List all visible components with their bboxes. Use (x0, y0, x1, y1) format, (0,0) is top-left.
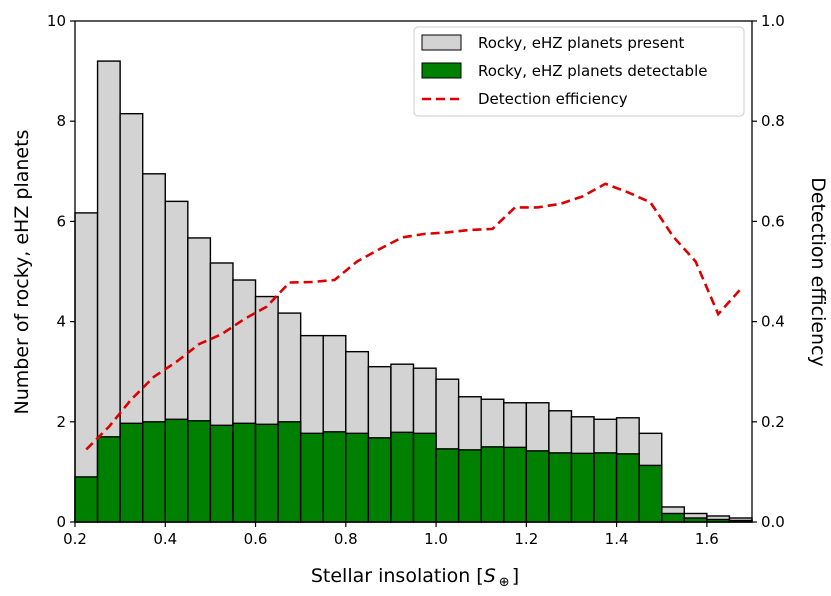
legend-label-efficiency: Detection efficiency (478, 90, 628, 108)
y-tick-label: 6 (56, 212, 66, 230)
legend-box (413, 26, 745, 117)
x-tick-label: 0.4 (153, 530, 177, 548)
y2-tick-label: 0.4 (761, 313, 785, 331)
legend-swatch-detectable (421, 62, 462, 79)
y2-tick-label: 0.8 (761, 112, 785, 130)
detectable-bar (345, 432, 370, 523)
detectable-bar (232, 422, 257, 523)
detection-efficiency-line (85, 182, 742, 451)
detectable-bar (661, 512, 686, 523)
detectable-bar (164, 418, 189, 523)
detectable-bar (367, 437, 392, 523)
detectable-bar (74, 476, 99, 523)
x-axis-ticks: 0.2 0.4 0.6 0.8 1.0 1.2 1.4 1.6 (63, 522, 719, 548)
detectable-bar (322, 431, 347, 523)
detectable-bar (277, 421, 302, 523)
detectable-bar (390, 431, 415, 523)
y-tick-label: 0 (56, 513, 66, 531)
y2-tick-label: 0.0 (761, 513, 785, 531)
detectable-bar (480, 446, 505, 523)
present-bar (74, 212, 99, 523)
legend: Rocky, eHZ planets present Rocky, eHZ pl… (413, 26, 745, 117)
y-tick-label: 10 (47, 12, 66, 30)
x-tick-label: 1.4 (605, 530, 629, 548)
detectable-bar (457, 449, 482, 523)
y2-tick-label: 1.0 (761, 12, 785, 30)
x-tick-label: 0.2 (63, 530, 87, 548)
detectable-bar (548, 452, 573, 523)
y2-axis-label: Detection efficiency (807, 177, 829, 367)
detectable-bar (525, 450, 550, 523)
legend-label-present: Rocky, eHZ planets present (478, 34, 685, 52)
detectable-bar (615, 453, 640, 523)
y-axis-ticks: 0 2 4 6 8 10 (47, 12, 75, 531)
y2-axis-ticks: 0.0 0.2 0.4 0.6 0.8 1.0 (752, 12, 785, 531)
detectable-bar (209, 424, 234, 523)
x-tick-label: 1.2 (514, 530, 538, 548)
detectable-bar (593, 452, 618, 523)
detectable-bar (299, 432, 324, 523)
y2-tick-label: 0.6 (761, 212, 785, 230)
y-axis-label: Number of rocky, eHZ planets (11, 130, 33, 415)
x-tick-label: 0.6 (244, 530, 268, 548)
bars-detectable (74, 418, 753, 523)
y-tick-label: 4 (56, 313, 66, 331)
detectable-bar (96, 436, 121, 523)
x-axis-label: Stellar insolation [S ⊕] (311, 565, 519, 590)
legend-swatch-present (421, 34, 462, 51)
detectable-bar (254, 423, 279, 523)
legend-label-detectable: Rocky, eHZ planets detectable (478, 62, 707, 80)
detectable-bar (119, 422, 144, 523)
plot-frame (74, 20, 753, 523)
x-tick-label: 1.6 (695, 530, 719, 548)
detectable-bar (435, 448, 460, 523)
x-tick-label: 0.8 (334, 530, 358, 548)
x-tick-label: 1.0 (424, 530, 448, 548)
y2-tick-label: 0.2 (761, 413, 785, 431)
y-tick-label: 2 (56, 413, 66, 431)
detectable-bar (503, 446, 528, 523)
detectable-bar (570, 452, 595, 523)
detectable-bar (638, 464, 663, 523)
detectable-bar (141, 421, 166, 523)
y-tick-label: 8 (56, 112, 66, 130)
detectable-bar (187, 420, 212, 523)
detectable-bar (412, 432, 437, 523)
